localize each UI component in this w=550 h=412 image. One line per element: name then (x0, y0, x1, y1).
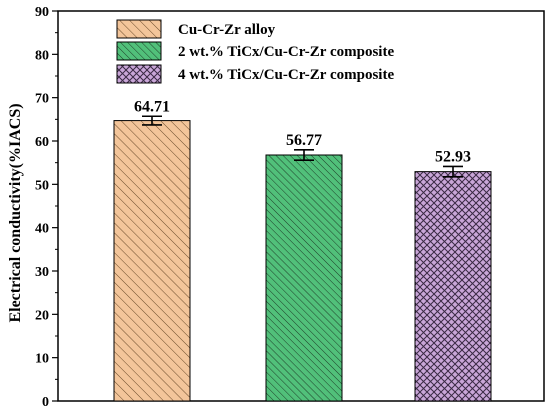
legend-swatch (116, 19, 162, 39)
y-tick-label: 20 (35, 308, 49, 323)
data-label: 56.77 (286, 132, 322, 149)
bar (113, 120, 191, 402)
y-tick-label: 60 (35, 135, 49, 150)
bar (265, 154, 343, 402)
legend-swatch (116, 64, 162, 84)
y-tick-label: 10 (35, 352, 49, 367)
y-tick-label: 70 (35, 92, 49, 107)
y-tick-label: 40 (35, 222, 49, 237)
y-tick-label: 80 (35, 48, 49, 63)
y-tick-label: 90 (35, 5, 49, 20)
y-tick-label: 30 (35, 265, 49, 280)
data-label: 64.71 (134, 98, 170, 115)
bar (414, 171, 492, 402)
legend-label: Cu-Cr-Zr alloy (178, 22, 276, 38)
legend-label: 4 wt.% TiCx/Cu-Cr-Zr composite (178, 67, 394, 83)
legend-swatch (116, 41, 162, 61)
data-label: 52.93 (435, 148, 471, 165)
y-tick-label: 0 (42, 395, 49, 410)
y-axis-title: Electrical conductivity(%IACS) (7, 103, 24, 322)
legend-label: 2 wt.% TiCx/Cu-Cr-Zr composite (178, 44, 394, 60)
y-tick-label: 50 (35, 178, 49, 193)
